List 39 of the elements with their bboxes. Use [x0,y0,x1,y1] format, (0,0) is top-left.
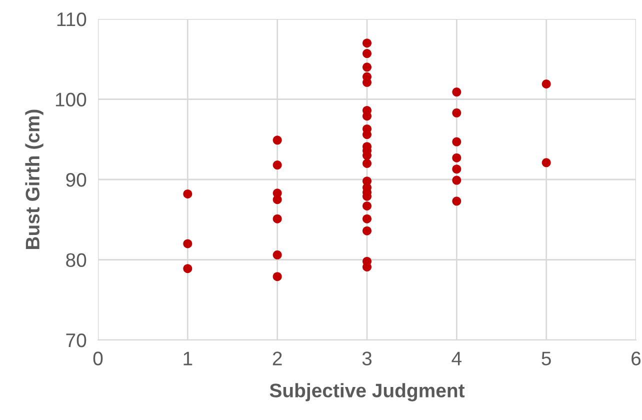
x-axis-title: Subjective Judgment [270,383,465,402]
point [452,88,462,97]
x-tick-label: 0 [93,352,103,366]
point [272,195,282,204]
point [542,158,551,168]
point [183,264,192,274]
x-tick-label: 1 [184,352,192,366]
x-tick-label: 5 [542,352,551,366]
point [362,62,372,72]
point [362,38,372,48]
x-tick-label: 3 [362,352,372,366]
y-tick-label: 100 [56,92,86,106]
point [362,226,372,236]
point [183,189,192,198]
point [272,136,282,145]
point [452,153,462,162]
x-tick-label: 6 [632,352,641,366]
y-axis-title: Bust Girth (cm) [25,110,44,249]
point [362,158,372,168]
y-tick-label: 110 [57,12,86,26]
y-tick-label: 90 [66,172,86,187]
point [362,201,372,210]
x-tick-label: 2 [272,352,282,366]
point [452,137,462,146]
point [452,176,462,185]
x-tick-label: 4 [452,352,462,366]
point [452,164,462,174]
y-tick-label: 70 [66,333,86,348]
y-tick-label: 80 [66,253,86,267]
point [272,160,282,170]
point [272,250,282,260]
point [452,108,462,118]
point [272,214,282,224]
point [183,239,192,248]
point [272,272,282,282]
point [362,214,372,224]
point [452,196,462,206]
point [362,49,372,58]
point [542,80,551,89]
